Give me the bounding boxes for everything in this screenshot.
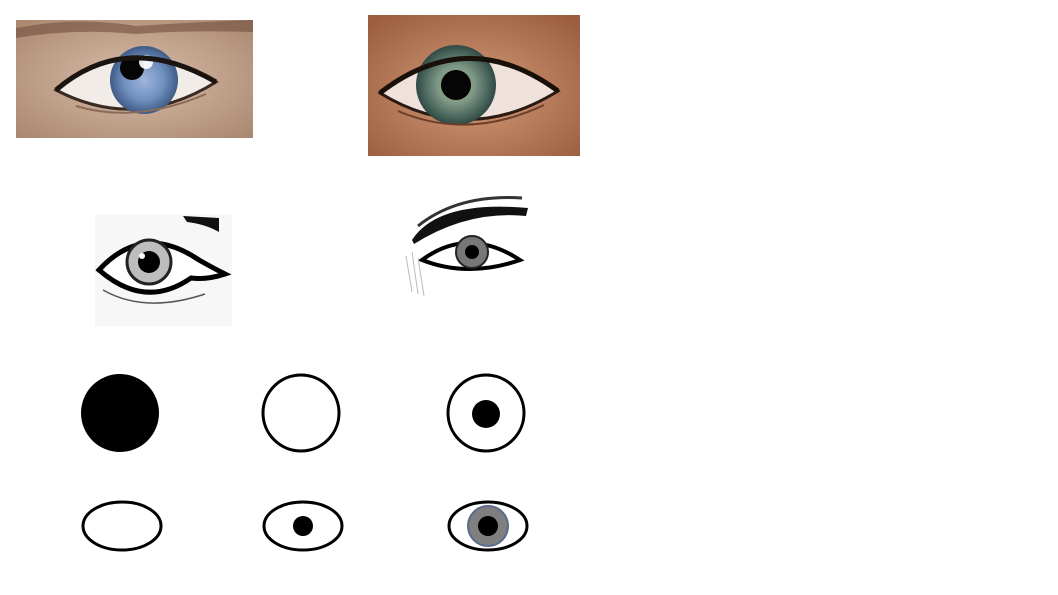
highlight bbox=[139, 253, 145, 259]
lower-lash-line bbox=[397, 104, 545, 126]
pupil bbox=[120, 56, 144, 80]
pupil bbox=[465, 245, 479, 259]
eyebrow-hatch bbox=[417, 196, 523, 228]
eye-outline-with-iris bbox=[446, 500, 530, 554]
empty-circle-shape bbox=[261, 373, 341, 453]
empty-circle bbox=[259, 372, 343, 456]
shading-lines bbox=[405, 251, 425, 297]
lower-lash-line bbox=[75, 93, 207, 114]
filled-circle bbox=[78, 372, 162, 456]
green-eye-photo-icon bbox=[368, 15, 580, 156]
eye-sketch-with-eyebrow-icon bbox=[398, 182, 544, 306]
eye-oval-shape bbox=[81, 500, 163, 552]
eye-outline-with-pupil bbox=[261, 500, 345, 554]
eyebrow-stroke bbox=[183, 216, 219, 232]
blue-eye-photo bbox=[16, 20, 253, 138]
empty-eye-outline bbox=[80, 500, 164, 554]
green-eye-photo bbox=[368, 15, 580, 156]
filled-circle-shape bbox=[81, 374, 159, 452]
pupil bbox=[441, 70, 471, 100]
eyebrow bbox=[16, 20, 253, 38]
eye-sketch-eyebrow bbox=[398, 182, 544, 306]
blue-eye-photo-icon bbox=[16, 20, 253, 138]
pupil-shape bbox=[478, 516, 498, 536]
eyebrow-stroke bbox=[412, 206, 528, 244]
upper-lash-line bbox=[378, 56, 560, 95]
eye-sketch-icon bbox=[95, 214, 232, 326]
upper-lash-line bbox=[54, 55, 218, 92]
pupil-shape bbox=[293, 516, 313, 536]
lower-lid bbox=[102, 289, 206, 304]
eye-sketch-left bbox=[95, 214, 232, 326]
circle-with-pupil bbox=[444, 372, 528, 456]
pupil-shape bbox=[472, 400, 500, 428]
